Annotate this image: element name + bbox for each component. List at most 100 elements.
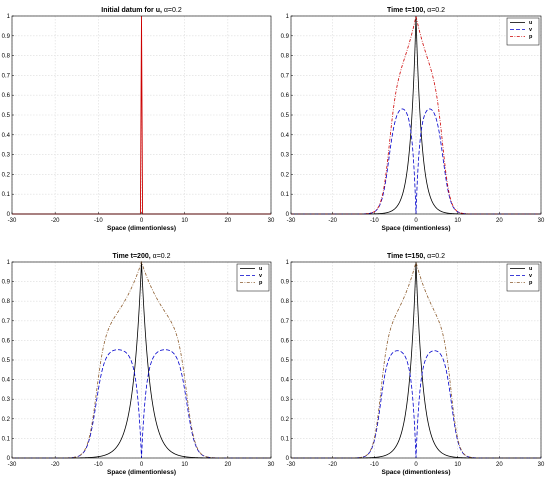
x-tick-label: -20 (328, 462, 337, 468)
x-axis-label: Space (dimentionless) (382, 225, 451, 232)
chart-title-alpha: α=0.2 (153, 253, 171, 260)
x-tick-label: 10 (181, 462, 188, 468)
x-tick-label: -20 (51, 462, 60, 468)
y-tick-label: 0.4 (281, 133, 290, 139)
y-tick-label: 0.1 (281, 436, 290, 442)
y-tick-label: 0.8 (2, 54, 11, 60)
x-tick-label: 30 (538, 218, 545, 224)
y-tick-label: 1 (7, 14, 11, 20)
y-tick-label: 0.8 (281, 54, 290, 60)
axes-frame (11, 15, 272, 215)
legend-box (236, 263, 270, 292)
y-tick-label: 0.6 (2, 338, 11, 344)
x-tick-label: 0 (140, 218, 144, 224)
y-tick-label: 0.1 (281, 192, 290, 198)
x-tick-label: 10 (181, 218, 188, 224)
x-tick-label: 20 (224, 218, 231, 224)
y-tick-label: 0.7 (281, 73, 290, 79)
legend-label-v: v (259, 273, 263, 279)
y-tick-label: 1 (286, 14, 290, 20)
x-tick-label: 20 (496, 462, 503, 468)
legend: uvp (236, 263, 270, 292)
x-axis-label: Space (dimentionless) (382, 469, 451, 476)
legend-label-p: p (259, 280, 263, 286)
y-tick-label: 0.7 (281, 319, 290, 325)
x-tick-label: -10 (370, 218, 379, 224)
x-axis-label: Space (dimentionless) (107, 469, 176, 476)
chart-title-text: Time t=100, (387, 7, 427, 14)
x-tick-label: 0 (140, 462, 144, 468)
chart-title-text: Time t=150, (387, 253, 427, 260)
x-tick-label: -30 (8, 218, 17, 224)
y-tick-label: 0.5 (2, 113, 11, 119)
y-tick-label: 0.4 (281, 378, 290, 384)
y-tick-label: 0.6 (281, 93, 290, 99)
y-tick-label: 0 (7, 456, 11, 462)
y-tick-label: 0.6 (2, 93, 11, 99)
y-tick-label: 0.9 (281, 280, 290, 286)
y-tick-label: 0.3 (281, 397, 290, 403)
x-tick-label: 30 (268, 218, 275, 224)
y-tick-label: 0.5 (281, 113, 290, 119)
x-tick-label: -30 (287, 462, 296, 468)
legend: uvp (506, 17, 540, 46)
chart-panel-2: -30 -20 -10 0 10 20 30 0 0.1 0.2 0.3 0.4 0.5 0.6 0.7 0.… (281, 7, 545, 232)
x-tick-label: -30 (8, 462, 17, 468)
chart-title: Time t=150, α=0.2 (387, 253, 445, 260)
y-tick-label: 1 (286, 260, 290, 266)
y-tick-label: 0 (286, 212, 290, 218)
y-tick-label: 0.1 (2, 436, 11, 442)
chart-title: Initial datum for u, α=0.2 (101, 7, 182, 14)
axes-frame (290, 15, 542, 215)
chart-title-text: Time t=200, (112, 253, 152, 260)
x-tick-label: -20 (51, 218, 60, 224)
x-tick-label: -10 (94, 218, 103, 224)
y-tick-label: 0.3 (281, 153, 290, 159)
chart-title: Time t=200, α=0.2 (112, 253, 170, 260)
legend-box (506, 17, 540, 46)
legend-label-p: p (529, 280, 533, 286)
x-axis-label: Space (dimentionless) (107, 225, 176, 232)
y-tick-label: 0.4 (2, 378, 11, 384)
y-tick-label: 0 (7, 212, 11, 218)
x-tick-label: -10 (370, 462, 379, 468)
y-tick-label: 0.9 (2, 34, 11, 40)
chart-title-alpha: α=0.2 (164, 7, 182, 14)
x-tick-label: 30 (268, 462, 275, 468)
chart-panel-1: -30 -20 -10 0 10 20 30 0 0.1 0.2 0.3 0.4 0.5 0.6 0.7 0.… (2, 7, 275, 232)
axes-frame (290, 261, 542, 459)
legend: uvp (506, 263, 540, 292)
y-tick-label: 0.5 (281, 358, 290, 364)
y-tick-label: 0.9 (281, 34, 290, 40)
y-tick-label: 0.7 (2, 73, 11, 79)
x-tick-label: -20 (328, 218, 337, 224)
x-tick-label: 20 (496, 218, 503, 224)
x-tick-label: 30 (538, 462, 545, 468)
y-tick-label: 1 (7, 260, 11, 266)
chart-title-text: Initial datum for u, (101, 7, 164, 14)
chart-panel-3: -30 -20 -10 0 10 20 30 0 0.1 0.2 0.3 0.4 0.5 0.6 0.7 0.… (2, 253, 275, 476)
x-tick-label: 10 (454, 462, 461, 468)
chart-panel-4: -30 -20 -10 0 10 20 30 0 0.1 0.2 0.3 0.4 0.5 0.6 0.7 0.… (281, 253, 545, 476)
legend-label-p: p (529, 34, 533, 40)
y-tick-label: 0 (286, 456, 290, 462)
y-tick-label: 0.5 (2, 358, 11, 364)
x-tick-label: 0 (414, 462, 418, 468)
x-tick-label: -30 (287, 218, 296, 224)
legend-box (506, 263, 540, 292)
y-tick-label: 0.4 (2, 133, 11, 139)
y-tick-label: 0.7 (2, 319, 11, 325)
y-tick-label: 0.8 (2, 299, 11, 305)
x-tick-label: -10 (94, 462, 103, 468)
x-tick-label: 10 (454, 218, 461, 224)
y-tick-label: 0.3 (2, 397, 11, 403)
y-tick-label: 0.2 (2, 417, 11, 423)
y-tick-label: 0.3 (2, 153, 11, 159)
x-tick-label: 0 (414, 218, 418, 224)
x-tick-label: 20 (224, 462, 231, 468)
y-tick-label: 0.8 (281, 299, 290, 305)
y-tick-label: 0.2 (281, 417, 290, 423)
legend-label-u: u (529, 20, 532, 26)
legend-label-v: v (529, 273, 533, 279)
axes-frame (11, 261, 272, 459)
